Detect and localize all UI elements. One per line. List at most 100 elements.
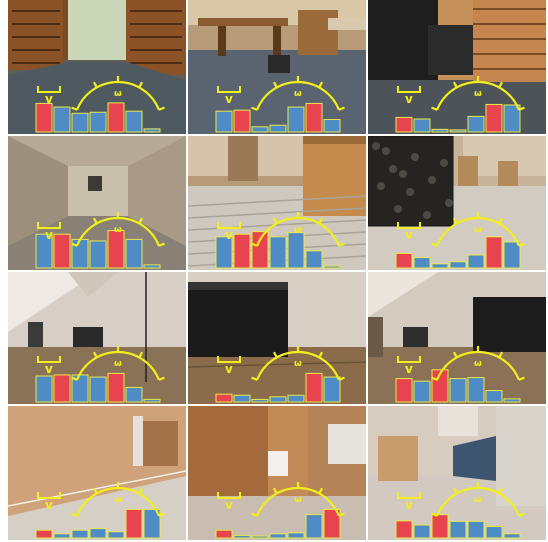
arc-tick — [498, 487, 504, 494]
action-bars — [215, 372, 341, 403]
arc-tick — [431, 242, 438, 247]
v-label: v — [45, 498, 53, 512]
action-bar — [215, 110, 233, 133]
angular-velocity-arc — [251, 482, 345, 517]
action-bar — [107, 531, 125, 539]
arc-tick — [71, 106, 78, 111]
arc-tick — [272, 217, 278, 224]
omega-label: ω — [294, 89, 302, 99]
arc-tick — [272, 487, 278, 494]
angular-velocity-arc — [71, 212, 165, 247]
arc-tick — [518, 376, 525, 381]
action-bars — [35, 102, 161, 133]
linear-velocity-indicator — [397, 492, 421, 499]
action-bar — [485, 526, 503, 539]
action-bar — [233, 534, 251, 539]
action-bar — [503, 398, 521, 403]
action-bar — [485, 236, 503, 269]
action-bar — [215, 393, 233, 403]
arc-tick — [272, 81, 278, 88]
angular-velocity-arc — [71, 482, 165, 517]
action-bar — [89, 240, 107, 269]
linear-velocity-indicator — [397, 222, 421, 229]
arc-tick — [452, 81, 458, 88]
action-bar — [485, 390, 503, 403]
arc-tick — [338, 106, 345, 111]
v-label: v — [225, 92, 233, 106]
action-bar — [215, 529, 233, 539]
action-bar — [53, 106, 71, 133]
arc-tick — [272, 351, 278, 358]
action-bar — [467, 115, 485, 133]
action-bar — [305, 514, 323, 539]
angular-velocity-arc — [431, 346, 525, 381]
action-bar — [413, 118, 431, 133]
action-bar — [305, 372, 323, 403]
action-bar — [143, 264, 161, 269]
omega-label: ω — [474, 225, 482, 235]
action-bar — [215, 236, 233, 269]
action-bar — [233, 394, 251, 403]
action-bar — [323, 119, 341, 133]
angular-velocity-arc — [431, 76, 525, 111]
arc-tick — [158, 376, 165, 381]
arc-tick — [92, 487, 98, 494]
angular-velocity-arc — [71, 346, 165, 381]
arc-tick — [71, 242, 78, 247]
arc-tick — [518, 106, 525, 111]
action-bar — [269, 236, 287, 269]
action-bar — [503, 533, 521, 539]
action-bars — [395, 236, 521, 269]
arc-tick — [318, 351, 324, 358]
arc-tick — [338, 376, 345, 381]
arc-tick — [92, 217, 98, 224]
arc-tick — [431, 106, 438, 111]
action-bar — [287, 232, 305, 269]
action-bar — [269, 124, 287, 133]
action-bar — [233, 109, 251, 133]
arc-tick — [92, 81, 98, 88]
action-bars — [395, 103, 521, 133]
arc-tick — [338, 242, 345, 247]
action-bars — [35, 508, 161, 539]
arc-tick — [431, 512, 438, 517]
action-bar — [449, 129, 467, 133]
action-bar — [35, 102, 53, 133]
action-bar — [125, 238, 143, 269]
omega-label: ω — [474, 89, 482, 99]
action-bar — [431, 128, 449, 133]
v-label: v — [405, 228, 413, 242]
action-bar — [233, 233, 251, 269]
action-bar — [287, 532, 305, 539]
action-bar — [395, 116, 413, 133]
action-bar — [251, 126, 269, 133]
v-label: v — [405, 498, 413, 512]
action-bars — [395, 369, 521, 403]
action-bar — [449, 261, 467, 269]
action-bar — [89, 111, 107, 133]
action-bar — [125, 110, 143, 133]
action-bar — [53, 233, 71, 269]
action-bar — [35, 233, 53, 269]
arc-tick — [498, 81, 504, 88]
action-bar — [503, 241, 521, 269]
linear-velocity-indicator — [37, 222, 61, 229]
arc-tick — [71, 376, 78, 381]
arc-tick — [158, 242, 165, 247]
arc-tick — [158, 512, 165, 517]
action-bars — [215, 508, 341, 539]
linear-velocity-indicator — [397, 86, 421, 93]
action-bar — [35, 529, 53, 539]
angular-velocity-arc — [71, 76, 165, 111]
action-bar — [413, 524, 431, 539]
v-label: v — [405, 92, 413, 106]
v-label: v — [225, 362, 233, 376]
v-label: v — [405, 362, 413, 376]
